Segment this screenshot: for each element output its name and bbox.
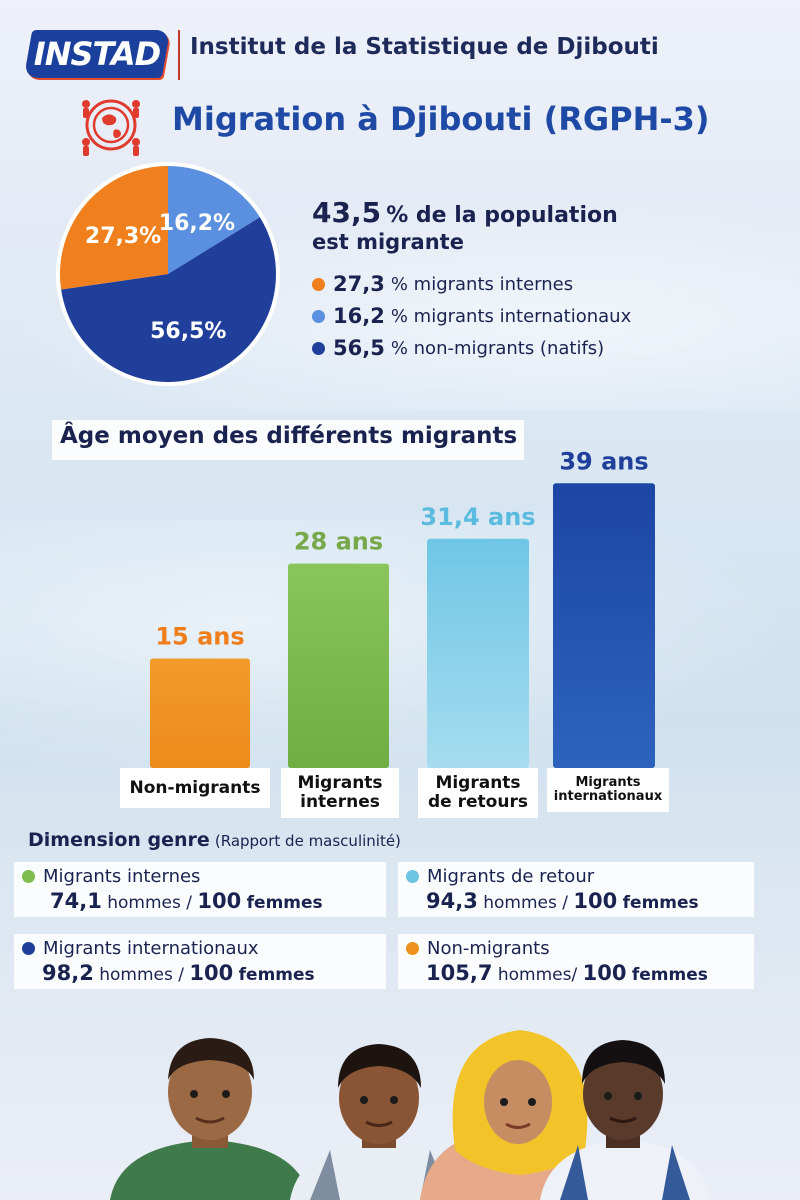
people-illustration <box>110 1030 710 1200</box>
genre-femmes: femmes <box>238 965 315 985</box>
person-1-illustration <box>110 1038 310 1200</box>
genre-femmes: femmes <box>631 965 708 985</box>
category-label-text: Migrants <box>297 773 383 794</box>
migrant-share-text-2: est migrante <box>312 230 464 254</box>
background-wave <box>0 520 800 780</box>
genre-ref: 100 <box>573 889 618 913</box>
legend-text: % migrants internationaux <box>390 305 632 327</box>
genre-value: 74,1 <box>50 889 102 913</box>
genre-section-title: Dimension genre (Rapport de masculinité) <box>28 829 401 851</box>
bar-chart-title: Âge moyen des différents migrants <box>60 423 518 449</box>
legend-item: 27,3 % migrants internes <box>312 272 573 296</box>
genre-category: Migrants internes <box>43 866 201 887</box>
light-blue-dot-icon <box>312 309 325 323</box>
chart-title-box <box>52 420 524 460</box>
legend-value: 27,3 <box>333 272 385 296</box>
orange-dot-icon <box>312 277 325 291</box>
category-label-internationaux: Migrants internationaux <box>547 768 669 812</box>
instad-logo: INSTAD <box>23 30 171 78</box>
genre-item-retour: Migrants de retour 94,3 hommes / 100 fem… <box>398 862 754 917</box>
pie-slice-label: 16,2% <box>159 211 235 236</box>
pie-slice <box>61 217 276 382</box>
legend-item: 56,5 % non-migrants (natifs) <box>312 336 604 360</box>
bar-value-label: 39 ans <box>559 447 648 475</box>
category-label-text: Non-migrants <box>129 777 261 798</box>
category-label-non-migrants: Non-migrants <box>120 768 270 808</box>
orange-dot-icon <box>406 942 419 955</box>
legend-text: % migrants internes <box>390 273 574 295</box>
pie-slice-label: 56,5% <box>150 319 226 344</box>
pie-slice <box>60 166 168 290</box>
page-title: Migration à Djibouti (RGPH-3) <box>172 100 710 138</box>
genre-femmes: femmes <box>246 893 323 913</box>
genre-item-non-migrants: Non-migrants 105,7 hommes/ 100 femmes <box>398 934 754 989</box>
institute-name: Institut de la Statistique de Djibouti <box>190 34 659 60</box>
genre-category: Non-migrants <box>427 938 550 959</box>
category-label-text: Migrants <box>575 774 641 790</box>
category-label-retours: Migrants de retours <box>418 768 538 818</box>
genre-item-internes: Migrants internes 74,1 hommes / 100 femm… <box>14 862 386 917</box>
pie-slice-label: 27,3% <box>85 224 161 249</box>
header-divider <box>178 30 180 80</box>
genre-title: Dimension genre <box>28 829 210 851</box>
person-4-illustration <box>540 1040 710 1200</box>
genre-hommes: hommes / <box>483 893 568 913</box>
light-blue-dot-icon <box>406 870 419 883</box>
pie-chart: 27,3% 16,2% 56,5% <box>52 158 284 390</box>
logo-text: INSTAD <box>33 35 161 73</box>
genre-value: 105,7 <box>426 961 493 985</box>
green-dot-icon <box>22 870 35 883</box>
genre-category: Migrants internationaux <box>43 938 259 959</box>
genre-femmes: femmes <box>622 893 699 913</box>
category-label-internes: Migrants internes <box>281 768 399 818</box>
genre-ref: 100 <box>582 961 627 985</box>
globe-migration-icon <box>82 99 140 156</box>
genre-hommes: hommes / <box>107 893 192 913</box>
legend-text: % non-migrants (natifs) <box>390 337 605 359</box>
genre-item-internationaux: Migrants internationaux 98,2 hommes / 10… <box>14 934 386 989</box>
genre-hommes: hommes / <box>99 965 184 985</box>
dark-blue-dot-icon <box>22 942 35 955</box>
pie-slice <box>168 166 260 274</box>
genre-value: 98,2 <box>42 961 94 985</box>
pie-svg: 27,3%16,2% 56,5% <box>56 162 280 386</box>
migrant-share: 43,5 % de la population <box>312 196 618 229</box>
dark-blue-dot-icon <box>312 341 325 355</box>
legend-item: 16,2 % migrants internationaux <box>312 304 631 328</box>
genre-value: 94,3 <box>426 889 478 913</box>
migrant-share-text: % de la population <box>386 203 618 228</box>
category-label-text: Migrants <box>435 773 521 794</box>
category-label-text: internationaux <box>553 789 663 804</box>
genre-category: Migrants de retour <box>427 866 595 887</box>
migrant-share-value: 43,5 <box>312 196 382 229</box>
category-label-text: internes <box>300 792 380 812</box>
legend-value: 56,5 <box>333 336 385 360</box>
genre-ref: 100 <box>189 961 234 985</box>
genre-subtitle: (Rapport de masculinité) <box>214 832 401 850</box>
genre-hommes: hommes/ <box>497 965 578 985</box>
legend-value: 16,2 <box>333 304 385 328</box>
genre-ref: 100 <box>197 889 242 913</box>
category-label-text: de retours <box>428 792 528 812</box>
